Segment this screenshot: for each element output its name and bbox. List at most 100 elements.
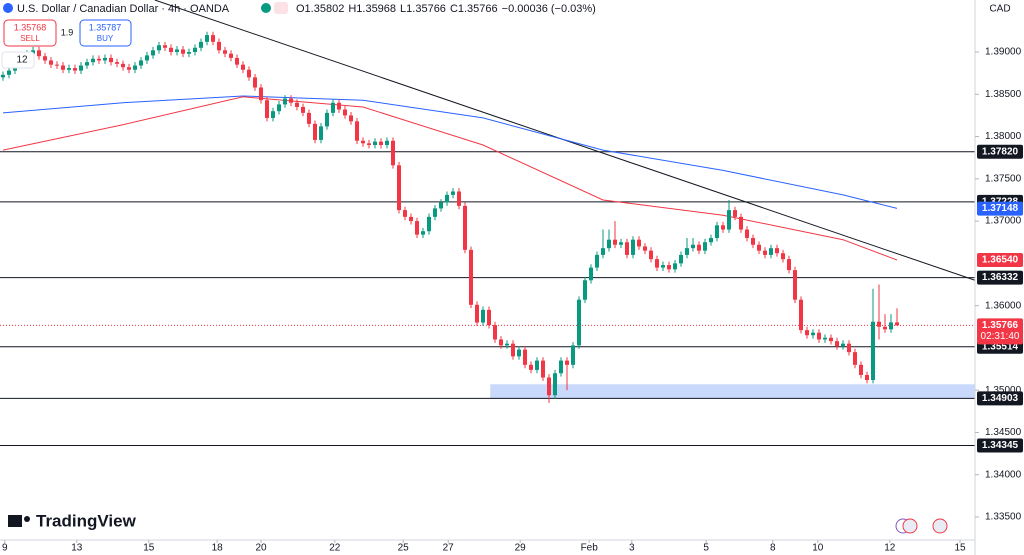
y-tick-label: 1.38000 bbox=[985, 131, 1022, 142]
candle-body bbox=[613, 239, 617, 245]
candle-body bbox=[67, 68, 71, 70]
y-tick-label: 1.36000 bbox=[985, 300, 1022, 311]
candle-body bbox=[661, 265, 665, 268]
candle-body bbox=[319, 126, 323, 140]
candle-body bbox=[535, 360, 539, 370]
candle-body bbox=[565, 360, 569, 365]
candle-body bbox=[427, 216, 431, 232]
price-tag-label: 1.36540 bbox=[982, 255, 1019, 266]
interval-badge: 12 bbox=[16, 55, 28, 66]
candle-body bbox=[217, 41, 221, 51]
candle-body bbox=[625, 242, 629, 255]
price-tag bbox=[977, 252, 1023, 267]
candle-body bbox=[481, 309, 485, 323]
moving-average bbox=[2, 96, 898, 261]
support-zone bbox=[490, 384, 975, 399]
candle-body bbox=[577, 299, 581, 346]
price-tag-label: 1.36332 bbox=[982, 272, 1019, 283]
candle-body bbox=[265, 100, 269, 118]
spread: 1.9 bbox=[61, 27, 74, 37]
candle-body bbox=[313, 123, 317, 140]
candle-body bbox=[559, 360, 563, 374]
candle-body bbox=[475, 304, 479, 323]
y-tick-label: 1.34000 bbox=[985, 469, 1022, 480]
candle-body bbox=[523, 349, 527, 365]
candle-body bbox=[223, 50, 227, 54]
candle-body bbox=[145, 55, 149, 61]
x-tick-label: 9 bbox=[2, 543, 8, 554]
candle-body bbox=[91, 58, 95, 63]
candle-body bbox=[889, 322, 893, 330]
price-tag bbox=[977, 438, 1023, 453]
candle-body bbox=[373, 141, 377, 145]
price-tag bbox=[977, 144, 1023, 159]
candle-body bbox=[505, 343, 509, 346]
candle-body bbox=[787, 259, 791, 271]
candle-body bbox=[367, 143, 371, 145]
candle-body bbox=[229, 53, 233, 58]
buy-button[interactable] bbox=[79, 19, 132, 47]
candle-body bbox=[211, 35, 215, 42]
candle-body bbox=[97, 58, 101, 61]
candle-body bbox=[379, 141, 383, 145]
candle-body bbox=[793, 270, 797, 300]
candle-body bbox=[691, 244, 695, 249]
candle-body bbox=[127, 67, 131, 70]
candle-body bbox=[499, 339, 503, 346]
candle-body bbox=[7, 70, 11, 75]
candle-body bbox=[421, 231, 425, 235]
candle-body bbox=[649, 250, 653, 260]
candle-body bbox=[139, 60, 143, 66]
candle-body bbox=[277, 104, 281, 112]
candle-body bbox=[517, 349, 521, 357]
candle-body bbox=[355, 121, 359, 141]
candle-body bbox=[109, 57, 113, 63]
flag-icon[interactable] bbox=[902, 518, 918, 534]
flag-icon[interactable] bbox=[932, 518, 948, 534]
candle-body bbox=[805, 330, 809, 336]
candle-body bbox=[619, 242, 623, 245]
ohlc-value: L1.35766 bbox=[400, 3, 446, 15]
candle-body bbox=[703, 242, 707, 251]
y-tick-label: 1.35000 bbox=[985, 385, 1022, 396]
candle-body bbox=[763, 250, 767, 255]
candle-body bbox=[883, 326, 887, 330]
sell-button[interactable] bbox=[3, 19, 57, 47]
candle-body bbox=[169, 47, 173, 52]
currency: CAD bbox=[989, 4, 1010, 15]
candle-body bbox=[241, 64, 245, 70]
candle-body bbox=[595, 254, 599, 268]
x-tick-label: 25 bbox=[398, 543, 410, 554]
candle-body bbox=[817, 332, 821, 340]
candle-body bbox=[49, 60, 53, 65]
candle-body bbox=[289, 98, 293, 103]
candle-body bbox=[361, 140, 365, 144]
candle-body bbox=[397, 165, 401, 211]
candle-body bbox=[487, 309, 491, 326]
candle-body bbox=[637, 239, 641, 247]
candle-body bbox=[667, 265, 671, 270]
candle-body bbox=[403, 210, 407, 217]
candle-body bbox=[85, 62, 89, 66]
candle-body bbox=[103, 57, 107, 61]
interval-box[interactable] bbox=[1, 51, 35, 69]
candle-body bbox=[157, 45, 161, 51]
candle-body bbox=[859, 364, 863, 375]
candle-body bbox=[343, 109, 347, 116]
candle-body bbox=[439, 202, 443, 209]
candle-body bbox=[895, 322, 899, 326]
x-tick-label: 29 bbox=[515, 543, 527, 554]
candle-body bbox=[589, 267, 593, 281]
ohlc-value: H1.35968 bbox=[348, 3, 396, 15]
ohlc-value: C1.35766 bbox=[450, 3, 498, 15]
candle-body bbox=[391, 140, 395, 166]
candle-body bbox=[121, 63, 125, 68]
candle-body bbox=[685, 248, 689, 255]
y-tick-label: 1.38500 bbox=[985, 89, 1022, 100]
candle-body bbox=[79, 65, 83, 71]
candle-body bbox=[37, 50, 41, 57]
candle-body bbox=[61, 65, 65, 70]
candle-body bbox=[415, 221, 419, 235]
candle-body bbox=[349, 115, 353, 122]
candle-body bbox=[841, 343, 845, 347]
